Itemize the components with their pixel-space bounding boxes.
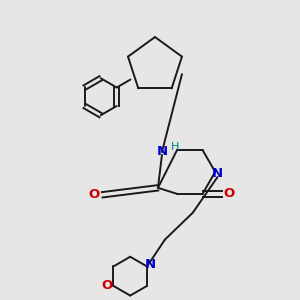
Text: O: O bbox=[88, 188, 100, 201]
Text: N: N bbox=[144, 258, 156, 271]
Text: N: N bbox=[212, 167, 223, 180]
Text: O: O bbox=[224, 188, 235, 200]
Text: H: H bbox=[171, 142, 179, 152]
Text: N: N bbox=[156, 146, 167, 158]
Text: O: O bbox=[101, 279, 112, 292]
